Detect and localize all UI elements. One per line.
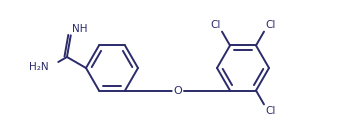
Text: Cl: Cl (211, 20, 221, 30)
Text: H₂N: H₂N (29, 62, 49, 72)
Text: Cl: Cl (265, 106, 275, 116)
Text: Cl: Cl (265, 20, 275, 30)
Text: O: O (173, 86, 182, 95)
Text: NH: NH (72, 24, 87, 34)
